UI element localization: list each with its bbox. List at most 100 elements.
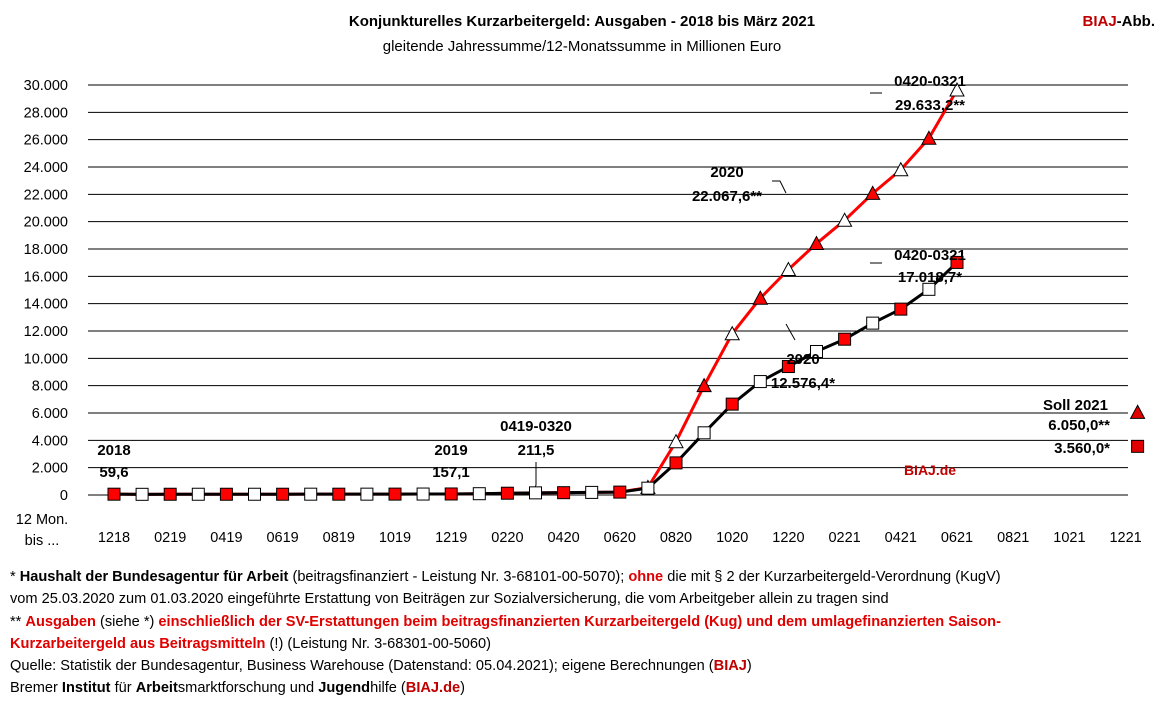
triangle-marker [668,433,684,449]
x-tick-label: 1019 [379,530,411,546]
x-tick-label: 0420 [547,530,579,546]
y-tick-label: 26.000 [24,133,68,149]
fn3-a: ** [10,613,26,630]
square-marker [753,375,767,389]
fn3-b: Ausgaben [25,613,96,630]
footnotes: * Haushalt der Bundesagentur für Arbeit … [10,566,1160,700]
triangle-marker [836,212,853,227]
triangle-marker [949,81,965,97]
square-marker [472,487,486,501]
y-tick-label: 12.000 [24,324,68,340]
annotation-0420-0321-red-period: 0420-0321 [894,73,966,90]
square-marker [248,487,261,501]
footnote-line-5: Quelle: Statistik der Bundesagentur, Bus… [10,655,1160,677]
y-tick-label: 4.000 [32,433,68,449]
square-marker [360,487,374,501]
fn6-d: Arbeit [135,680,178,697]
x-tick-label: 0421 [885,530,917,546]
y-tick-label: 22.000 [24,187,68,203]
footnote-line-4: Kurzarbeitergeld aus Beitragsmitteln (!)… [10,633,1160,655]
fn4-a: Kurzarbeitergeld aus Beitragsmitteln [10,635,266,652]
fn5-a: Quelle: Statistik der Bundesagentur, Bus… [10,658,714,675]
x-tick-label: 0419 [210,530,242,546]
fn3-d: einschließlich der SV-Erstattungen beim … [158,613,1001,630]
square-marker [388,487,402,501]
x-tick-labels: 1218 0219 0419 0619 0819 1019 1219 0220 0420 0620… [98,530,1142,546]
y-tick-label: 18.000 [24,242,68,258]
square-marker [697,426,711,440]
fn5-c: ) [746,658,752,675]
kurzarbeitergeld-chart: Konjunkturelles Kurzarbeitergeld: Ausgab… [16,13,1155,549]
annotation-0419-0320-value: 211,5 [518,442,555,459]
y-tick-label: 16.000 [24,269,68,285]
annotation-0420-0321-black-period: 0420-0321 [894,247,966,264]
x-tick-label: 1220 [772,530,804,546]
watermark-biaj: BIAJ.de [904,462,956,478]
annotation-2019-year: 2019 [434,442,467,459]
fn6-c: für [110,680,136,697]
y-tick-labels: 0 2.000 4.000 6.000 8.000 10.000 12.000 14.000 1… [24,78,68,504]
chart-subtitle: gleitende Jahressumme/12-Monatssumme in … [383,38,782,55]
x-axis-label-line2: bis ... [25,533,60,549]
y-tick-label: 6.000 [32,406,68,422]
square-marker [276,487,290,501]
square-marker [416,487,430,501]
square-marker [191,487,205,501]
annotation-2019-value: 157,1 [432,464,470,481]
x-tick-label: 0220 [491,530,523,546]
fn1-d: ohne [628,569,664,585]
square-marker [107,487,121,501]
y-tick-label: 24.000 [24,160,68,176]
x-tick-label: 0620 [604,530,636,546]
square-marker [781,360,795,374]
y-tick-label: 20.000 [24,215,68,231]
x-tick-label: 0219 [154,530,186,546]
triangle-marker [724,325,741,341]
fn3-c: (siehe *) [95,613,159,630]
square-marker [304,487,318,501]
fn1-e: die mit § 2 der Kurzarbeitergeld-Verordn… [663,569,1001,585]
square-marker [810,345,823,358]
footnote-line-6: Bremer Institut für Arbeitsmarktforschun… [10,677,1160,699]
y-tick-label: 2.000 [32,461,68,477]
triangle-marker [892,161,909,177]
x-axis-label-line1: 12 Mon. [16,512,68,528]
x-tick-label: 0820 [660,530,692,546]
square-marker [135,487,149,501]
square-marker [950,255,964,269]
annotation-soll-2021-black-value: 3.560,0* [1054,440,1110,457]
data-annotations: 2018 59,6 2019 157,1 0419-0320 211,5 202… [97,73,1110,481]
callout-0419-0320 [533,462,537,491]
annotation-2020-black-value: 12.576,4* [771,375,835,392]
fn1-b: Haushalt der Bundesagentur für Arbeit [19,569,289,585]
fn6-b: Institut [61,680,111,697]
callout-2020-red [772,180,787,194]
annotation-2020-red-value: 22.067,6** [692,188,762,205]
square-marker [669,456,683,470]
triangle-marker [921,130,937,145]
brand-red: BIAJ [1082,13,1116,30]
triangle-marker [752,290,769,305]
square-marker [725,397,739,411]
x-tick-label: 1218 [98,530,130,546]
callout-2020-black [785,323,796,341]
triangle-marker [864,185,881,200]
y-tick-label: 28.000 [24,105,68,121]
x-tick-label: 1020 [716,530,748,546]
y-gridlines [88,84,1128,496]
fn6-g: hilfe ( [370,680,406,697]
fn4-b: (!) (Leistung Nr. 3-68301-00-5060) [265,635,491,652]
x-tick-label: 0821 [997,530,1029,546]
square-marker [922,282,936,296]
y-tick-label: 30.000 [24,78,68,94]
square-marker [585,485,599,499]
square-marker [894,302,908,316]
fn6-i: ) [460,680,465,697]
square-marker [866,316,880,330]
annotation-0419-0320-period: 0419-0320 [500,418,572,435]
annotation-2018-value: 59,6 [99,464,128,481]
annotation-soll-2021-red-value: 6.050,0** [1048,417,1110,434]
x-tick-label: 0621 [941,530,973,546]
x-tick-label: 1021 [1053,530,1085,546]
square-marker [838,332,852,346]
